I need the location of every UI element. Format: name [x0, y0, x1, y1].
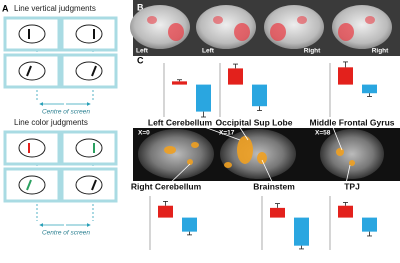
- bar: [294, 217, 309, 246]
- connector: [164, 163, 191, 189]
- frame-ellipse: [18, 175, 46, 195]
- activation: [336, 148, 344, 156]
- bar: [362, 84, 377, 94]
- connector: [344, 164, 351, 189]
- target-line: [91, 65, 97, 77]
- activation: [297, 16, 307, 24]
- screen: [60, 16, 118, 52]
- panel-label: B: [137, 2, 144, 12]
- frame-ellipse: [75, 61, 103, 81]
- frame-ellipse: [75, 175, 103, 195]
- panel-label: C: [137, 55, 144, 65]
- bar-chart: [329, 61, 377, 117]
- centre-label: Centre of screen: [42, 230, 90, 237]
- connector: [234, 119, 249, 141]
- activation: [234, 23, 250, 41]
- panel-b: B Left Left Right Right: [130, 2, 392, 55]
- view-label: Right: [304, 48, 321, 55]
- bar: [362, 217, 377, 232]
- view-label: Right: [372, 48, 389, 55]
- activation: [213, 16, 223, 24]
- bar: [158, 205, 173, 218]
- bar-chart: [261, 196, 309, 250]
- bar-chart: [329, 196, 377, 250]
- activation: [191, 142, 199, 148]
- target-line: [26, 179, 32, 191]
- target-line: [26, 65, 32, 77]
- panel-a: A Line vertical judgments Centre of screen…: [2, 3, 118, 237]
- centre-label: Centre of screen: [42, 109, 90, 116]
- slice-label: X=58: [315, 130, 331, 137]
- activation: [147, 16, 157, 24]
- brain-slice: [320, 129, 384, 179]
- chart-title: Right Cerebellum: [131, 181, 202, 191]
- section-title: Line color judgments: [14, 118, 88, 127]
- frame-ellipse: [75, 138, 103, 158]
- bar: [338, 205, 353, 218]
- connector: [329, 119, 343, 151]
- screen: [3, 130, 61, 166]
- bar: [172, 81, 187, 85]
- slice-label: X=17: [219, 130, 235, 137]
- activation: [349, 160, 355, 166]
- target-line: [91, 179, 97, 191]
- view-label: Left: [136, 48, 149, 55]
- frame-ellipse: [18, 61, 46, 81]
- screen: [60, 53, 118, 89]
- screen: [3, 167, 61, 203]
- connector: [261, 159, 276, 189]
- chart-title: Brainstem: [253, 181, 295, 191]
- chart-title: Occipital Sup Lobe: [216, 117, 293, 127]
- bar: [270, 207, 285, 218]
- activation: [338, 23, 354, 41]
- activation: [168, 23, 184, 41]
- panel-c: C X=0 X=17 X=58 Left Cerebellum Occipital Sup…: [131, 55, 395, 250]
- activation: [237, 136, 253, 164]
- bar: [338, 67, 353, 85]
- screen: [3, 16, 61, 52]
- activation: [224, 162, 232, 168]
- bar-chart: [163, 63, 211, 118]
- frame-ellipse: [18, 24, 46, 44]
- activation: [257, 152, 267, 164]
- activation: [187, 159, 193, 165]
- frame-ellipse: [18, 138, 46, 158]
- activation: [164, 146, 176, 154]
- bar-chart: [149, 196, 197, 250]
- brain-slice: [138, 129, 214, 179]
- chart-title: Middle Frontal Gyrus: [309, 117, 394, 127]
- view-label: Left: [202, 48, 215, 55]
- screen: [3, 53, 61, 89]
- screen: [60, 167, 118, 203]
- bar: [196, 84, 211, 112]
- activation: [270, 23, 286, 41]
- section-title: Line vertical judgments: [14, 4, 96, 13]
- activation: [365, 16, 375, 24]
- slice-label: X=0: [138, 130, 150, 137]
- bar: [228, 68, 243, 85]
- chart-title: TPJ: [344, 181, 360, 191]
- bar: [252, 84, 267, 107]
- panel-label: A: [2, 3, 9, 13]
- chart-title: Left Cerebellum: [148, 117, 213, 127]
- frame-ellipse: [75, 24, 103, 44]
- connector: [184, 119, 241, 141]
- bar: [182, 217, 197, 232]
- bar-chart: [219, 63, 267, 117]
- screen: [60, 130, 118, 166]
